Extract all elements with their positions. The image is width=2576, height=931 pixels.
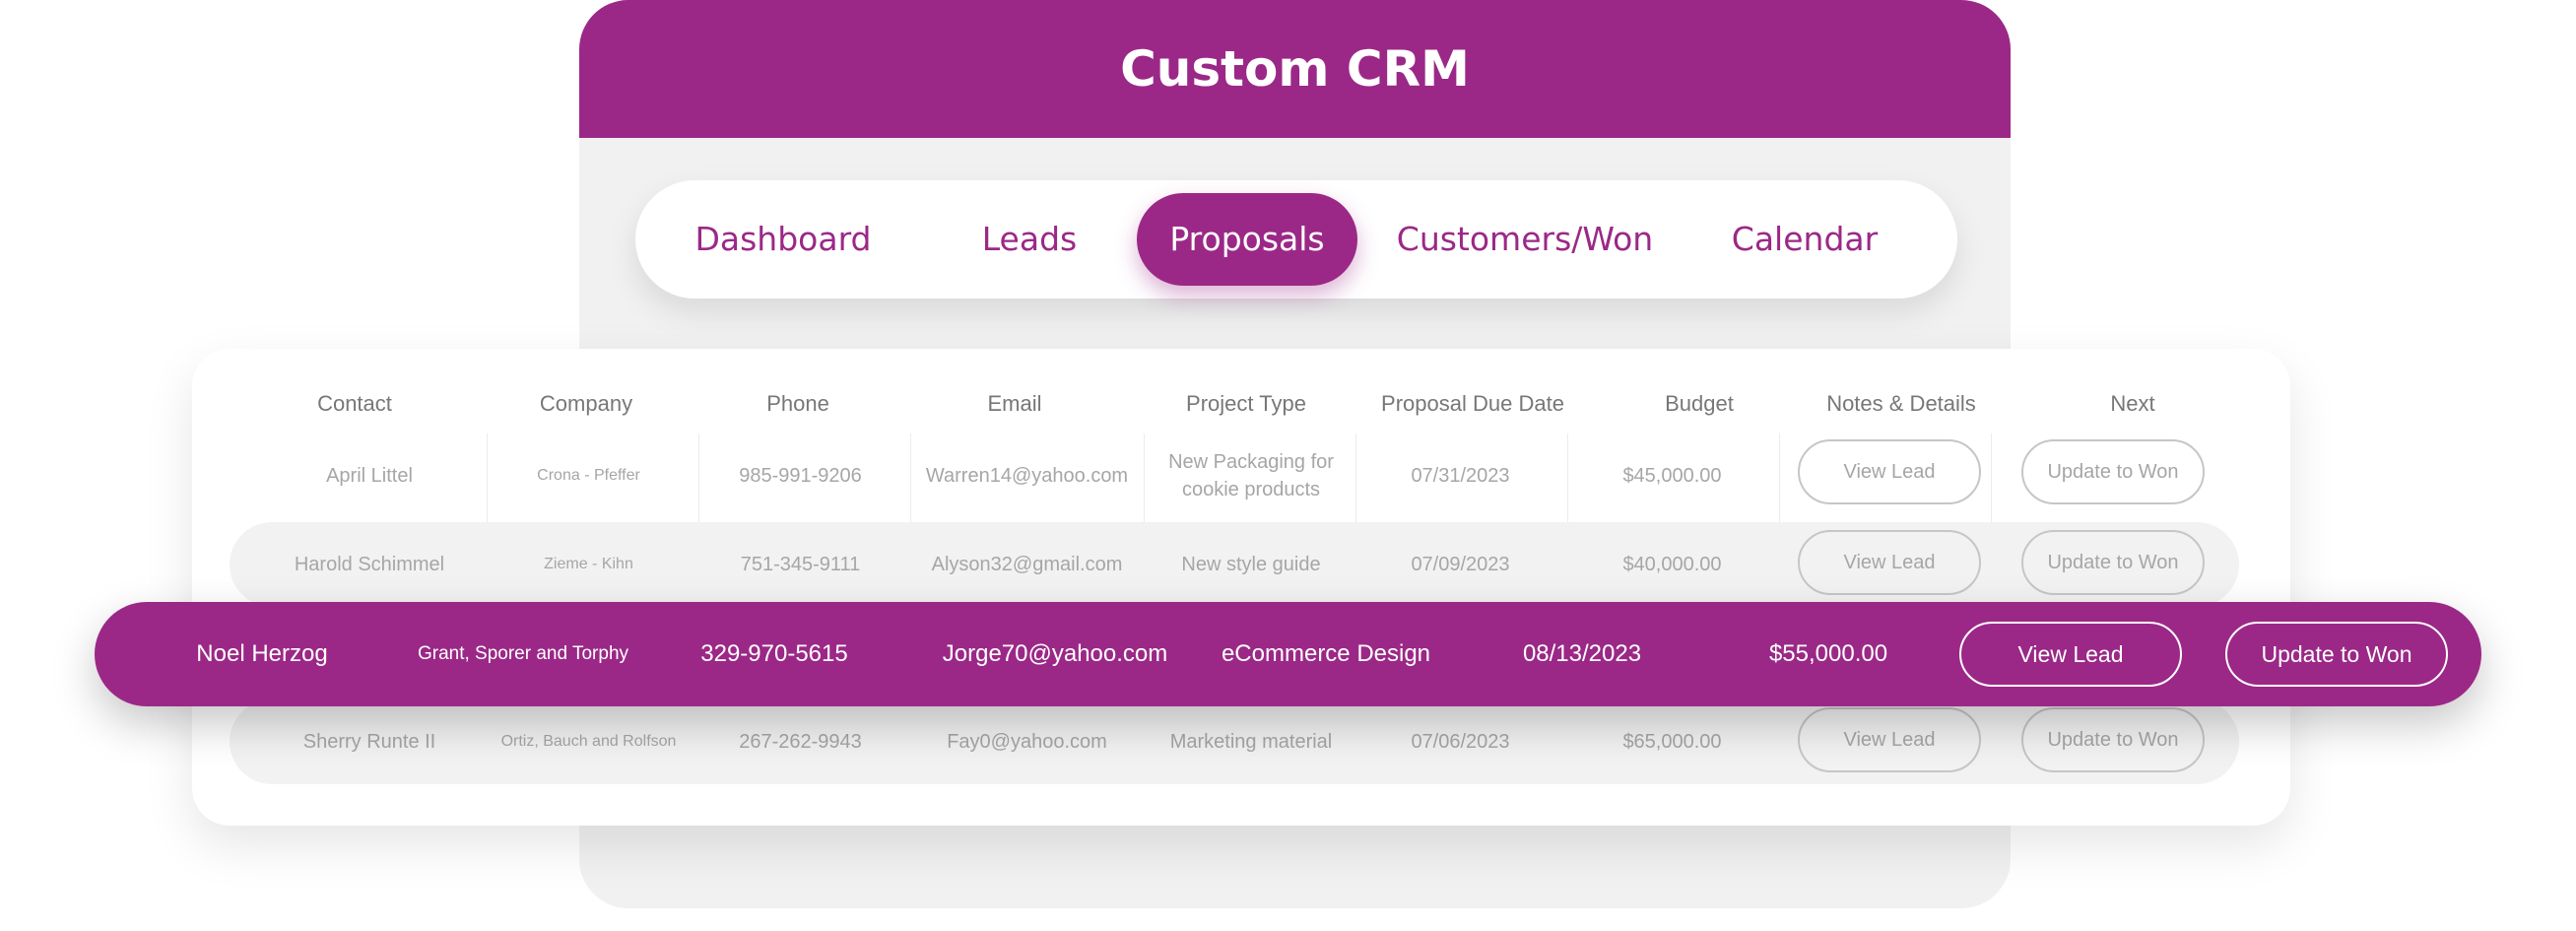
proposals-table: Contact Company Phone Email Project Type… [192,349,2290,826]
column-header-company: Company [539,391,633,416]
column-header-proposal-due-date: Proposal Due Date [1381,391,1564,416]
update-to-won-button[interactable]: Update to Won [2021,439,2205,504]
cell-budget: $65,000.00 [1622,731,1722,753]
view-lead-button[interactable]: View Lead [1798,439,1981,504]
cell-company: Ortiz, Bauch and Rolfson [500,733,677,750]
table-row: April Littel Crona - Pfeffer 985-991-920… [192,433,2290,518]
cell-contact: Noel Herzog [196,640,328,667]
cell-email: Jorge70@yahoo.com [942,640,1168,667]
cell-phone: 329-970-5615 [700,640,848,667]
cell-email: Fay0@yahoo.com [947,731,1107,753]
cell-due-date: 07/06/2023 [1411,731,1510,753]
app-title: Custom CRM [1120,40,1470,98]
update-to-won-button[interactable]: Update to Won [2021,530,2205,595]
cell-due-date: 07/09/2023 [1411,554,1510,575]
cell-email: Alyson32@gmail.com [931,554,1123,575]
tab-leads[interactable]: Leads [981,220,1078,258]
nav-bar: Dashboard Leads Proposals Customers/Won … [635,180,1957,299]
cell-budget: $40,000.00 [1622,554,1722,575]
cell-company: Zieme - Kihn [544,556,633,572]
cell-phone: 751-345-9111 [740,554,861,575]
update-to-won-button[interactable]: Update to Won [2021,707,2205,772]
cell-phone: 985-991-9206 [739,465,862,487]
tab-dashboard[interactable]: Dashboard [694,220,872,258]
tab-calendar[interactable]: Calendar [1731,220,1879,258]
column-header-notes-details: Notes & Details [1826,391,1976,416]
tab-proposals[interactable]: Proposals [1137,193,1357,286]
column-header-next: Next [2110,391,2155,416]
cell-due-date: 07/31/2023 [1411,465,1510,487]
cell-budget: $55,000.00 [1768,640,1888,667]
cell-contact: April Littel [326,465,413,487]
cell-project-type: New Packaging for cookie products [1168,451,1334,500]
cell-budget: $45,000.00 [1622,465,1722,487]
app-header: Custom CRM [579,0,2011,138]
cell-phone: 267-262-9943 [739,731,862,753]
cell-project-type: Marketing material [1169,731,1333,753]
cell-company: Crona - Pfeffer [537,467,640,484]
view-lead-button[interactable]: View Lead [1798,530,1981,595]
table-row-highlighted[interactable]: Noel Herzog Grant, Sporer and Torphy 329… [95,602,2481,706]
column-header-email: Email [987,391,1042,416]
cell-company: Grant, Sporer and Torphy [417,643,629,664]
table-row: Harold Schimmel Zieme - Kihn 751-345-911… [192,522,2290,607]
cell-due-date: 08/13/2023 [1522,640,1642,667]
table-row: Sherry Runte II Ortiz, Bauch and Rolfson… [192,699,2290,784]
cell-project-type: eCommerce Design [1221,640,1431,667]
view-lead-button[interactable]: View Lead [1959,622,2182,687]
cell-email: Warren14@yahoo.com [925,465,1129,487]
column-header-contact: Contact [317,391,392,416]
cell-contact: Sherry Runte II [302,731,436,753]
column-header-phone: Phone [766,391,829,416]
tab-customers-won[interactable]: Customers/Won [1396,220,1654,258]
column-header-budget: Budget [1665,391,1734,416]
update-to-won-button[interactable]: Update to Won [2225,622,2448,687]
cell-contact: Harold Schimmel [294,554,445,575]
column-header-project-type: Project Type [1186,391,1306,416]
cell-project-type: New style guide [1181,554,1321,575]
view-lead-button[interactable]: View Lead [1798,707,1981,772]
